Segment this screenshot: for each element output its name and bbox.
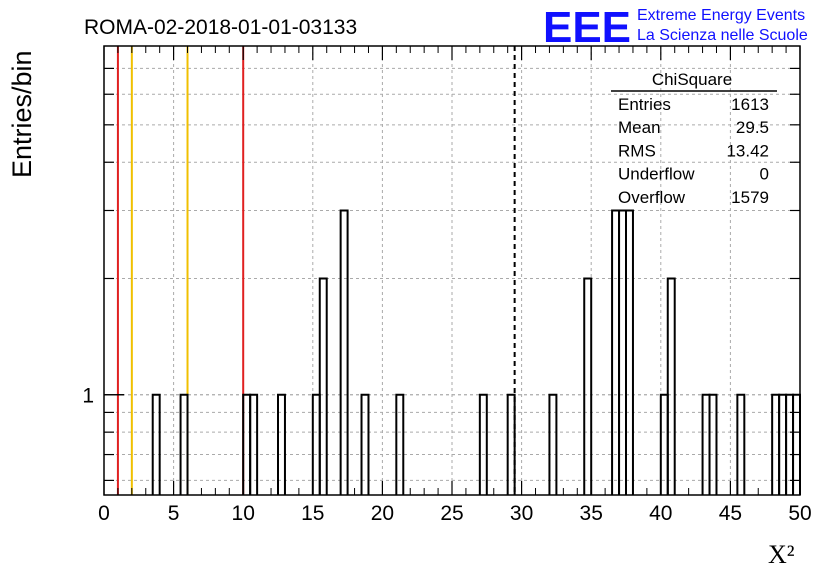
stats-row-label: Entries	[618, 95, 671, 114]
axis-ticks: 0 5 10 15 20 25 30 35 40 45 50 1	[82, 46, 812, 525]
x-tick-label: 20	[371, 502, 394, 525]
histogram-bin	[506, 393, 516, 495]
x-tick-label: 45	[719, 502, 742, 525]
histogram-bin	[179, 393, 189, 495]
stats-row-label: RMS	[618, 141, 656, 160]
histogram-bin	[625, 209, 634, 495]
histogram-bin	[360, 393, 370, 495]
histogram-bin	[611, 209, 621, 495]
x-tick-label: 5	[168, 502, 180, 525]
logo-mark: EEE	[543, 3, 631, 52]
histogram-bin	[249, 393, 259, 495]
stats-box: ChiSquare Entries 1613 Mean 29.5 RMS 13.42 Und…	[611, 70, 777, 207]
stats-row-value: 0	[760, 165, 769, 184]
x-tick-label: 15	[301, 502, 324, 525]
x-tick-label: 50	[788, 502, 811, 525]
histogram-bin	[736, 393, 746, 495]
y-tick-label: 1	[82, 385, 94, 408]
histogram-bin	[583, 277, 593, 495]
histogram-bin	[395, 393, 405, 495]
histogram-bin	[548, 393, 558, 495]
histogram	[151, 209, 801, 495]
chart-title: ROMA-02-2018-01-01-03133	[84, 16, 357, 39]
histogram-bin	[618, 209, 627, 495]
x-axis-label: X²	[768, 540, 795, 569]
x-tick-label: 35	[580, 502, 603, 525]
histogram-bin	[339, 209, 349, 495]
histogram-bin	[151, 393, 161, 495]
stats-row-label: Underflow	[618, 165, 695, 184]
stats-row-label: Overflow	[618, 188, 686, 207]
stats-row-value: 13.42	[726, 141, 769, 160]
logo-line-1: Extreme Energy Events	[637, 7, 805, 24]
stats-row-label: Mean	[618, 118, 661, 137]
stats-row-value: 1579	[731, 188, 769, 207]
grid	[104, 46, 800, 495]
histogram-bin	[318, 277, 328, 495]
histogram-bin	[708, 393, 718, 495]
y-axis-label: Entries/bin	[7, 50, 37, 178]
x-tick-label: 10	[232, 502, 255, 525]
histogram-bin	[277, 393, 286, 495]
x-tick-label: 25	[440, 502, 463, 525]
reference-lines	[116, 46, 516, 495]
histogram-bin	[478, 393, 488, 495]
logo-line-2: La Scienza nelle Scuole	[637, 27, 808, 44]
histogram-bin	[666, 277, 676, 495]
stats-row-value: 1613	[731, 95, 769, 114]
x-tick-label: 40	[649, 502, 672, 525]
x-tick-label: 0	[98, 502, 110, 525]
stats-rows: Entries 1613 Mean 29.5 RMS 13.42 Underflow 0 Ove…	[618, 95, 769, 207]
stats-row-value: 29.5	[736, 118, 769, 137]
stats-title: ChiSquare	[652, 70, 732, 89]
x-tick-label: 30	[510, 502, 533, 525]
eee-logo: EEE Extreme Energy Events La Scienza nel…	[543, 3, 808, 52]
